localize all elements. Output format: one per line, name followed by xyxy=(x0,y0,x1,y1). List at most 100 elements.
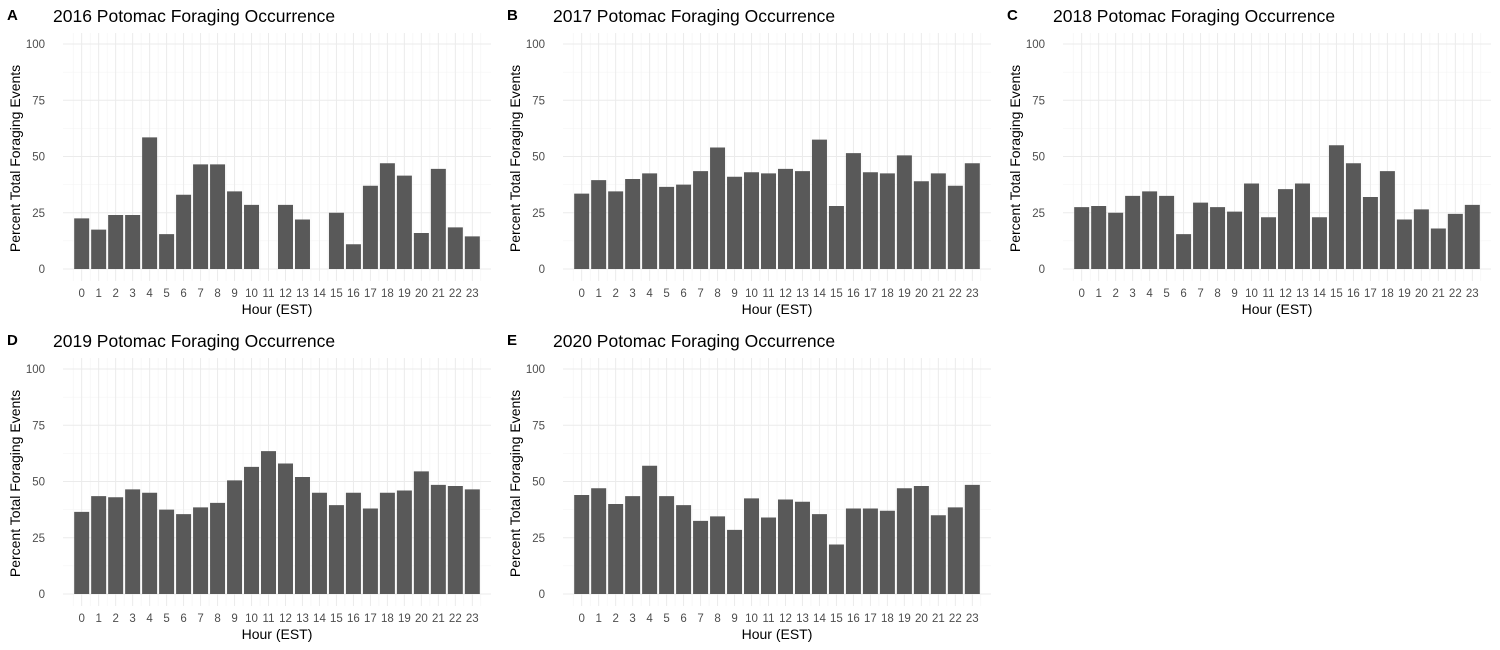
x-tick-label: 15 xyxy=(830,613,843,625)
bar-hour-12 xyxy=(1277,189,1293,269)
y-tick-label: 0 xyxy=(39,589,45,601)
x-tick-label: 11 xyxy=(1263,288,1275,300)
x-tick-label: 14 xyxy=(313,613,326,625)
x-tick-label: 19 xyxy=(398,613,411,625)
x-tick-label: 14 xyxy=(813,288,826,300)
x-tick-label: 13 xyxy=(296,288,309,300)
x-tick-label: 10 xyxy=(245,288,258,300)
panel-letter: D xyxy=(7,332,18,349)
bar-hour-5 xyxy=(659,186,675,269)
bar-hour-13 xyxy=(794,501,810,594)
y-tick-label: 25 xyxy=(32,208,45,220)
bar-hour-15 xyxy=(1328,145,1344,269)
x-tick-label: 7 xyxy=(697,288,703,300)
bar-hour-6 xyxy=(676,184,692,269)
bar-hour-22 xyxy=(447,486,463,594)
x-tick-label: 6 xyxy=(680,288,686,300)
x-axis-label: Hour (EST) xyxy=(742,301,813,317)
panel-title: 2016 Potomac Foraging Occurrence xyxy=(53,6,335,26)
x-tick-label: 23 xyxy=(1466,288,1479,300)
bar-hour-16 xyxy=(345,492,361,594)
y-tick-label: 50 xyxy=(532,477,545,489)
x-tick-label: 11 xyxy=(263,288,275,300)
x-tick-label: 5 xyxy=(163,613,169,625)
x-tick-label: 23 xyxy=(966,288,979,300)
x-tick-label: 5 xyxy=(1163,288,1169,300)
panel-title: 2019 Potomac Foraging Occurrence xyxy=(53,331,335,351)
bar-hour-10 xyxy=(744,172,760,269)
bar-hour-23 xyxy=(464,489,480,594)
panel-title: 2018 Potomac Foraging Occurrence xyxy=(1053,6,1335,26)
x-tick-label: 12 xyxy=(779,613,792,625)
bar-hour-12 xyxy=(277,204,293,269)
bar-hour-21 xyxy=(930,173,946,269)
x-tick-label: 21 xyxy=(932,288,945,300)
bar-hour-15 xyxy=(828,544,844,594)
y-tick-label: 75 xyxy=(1032,95,1045,107)
bar-hour-20 xyxy=(913,181,929,269)
panel-title: 2020 Potomac Foraging Occurrence xyxy=(553,331,835,351)
bar-hour-16 xyxy=(1345,163,1361,269)
x-tick-label: 21 xyxy=(432,613,445,625)
bar-hour-21 xyxy=(1430,228,1446,269)
panel-letter: B xyxy=(507,7,518,24)
bar-hour-7 xyxy=(193,507,209,594)
x-tick-label: 22 xyxy=(949,288,962,300)
x-tick-label: 0 xyxy=(1078,288,1084,300)
y-axis-label: Percent Total Foraging Events xyxy=(1007,65,1023,252)
x-tick-label: 4 xyxy=(146,288,153,300)
x-tick-label: 1 xyxy=(595,613,601,625)
y-tick-label: 100 xyxy=(26,364,45,376)
x-tick-label: 8 xyxy=(214,613,220,625)
x-tick-label: 21 xyxy=(932,613,945,625)
x-tick-label: 7 xyxy=(197,613,203,625)
bar-hour-16 xyxy=(345,244,361,269)
y-axis-label: Percent Total Foraging Events xyxy=(507,65,523,252)
x-tick-label: 0 xyxy=(578,288,584,300)
bar-hour-11 xyxy=(761,517,777,594)
x-tick-label: 15 xyxy=(330,288,343,300)
x-tick-label: 17 xyxy=(864,288,877,300)
bar-hour-18 xyxy=(879,173,895,269)
bar-hour-2 xyxy=(608,191,624,269)
bar-hour-22 xyxy=(947,185,963,269)
x-tick-label: 10 xyxy=(745,613,758,625)
bar-hour-8 xyxy=(1210,207,1226,269)
bar-hour-15 xyxy=(328,505,344,594)
x-tick-label: 19 xyxy=(898,613,911,625)
bar-hour-0 xyxy=(74,511,90,594)
x-tick-label: 16 xyxy=(347,288,360,300)
x-tick-label: 23 xyxy=(966,613,979,625)
bar-hour-18 xyxy=(1379,171,1395,269)
x-tick-label: 12 xyxy=(1279,288,1292,300)
x-tick-label: 17 xyxy=(864,613,877,625)
bar-hour-13 xyxy=(294,219,310,269)
bar-hour-17 xyxy=(362,508,378,594)
y-tick-label: 75 xyxy=(32,95,45,107)
x-tick-label: 15 xyxy=(1330,288,1343,300)
bar-hour-14 xyxy=(811,139,827,269)
bar-hour-1 xyxy=(591,180,607,269)
x-tick-label: 15 xyxy=(330,613,343,625)
y-tick-label: 50 xyxy=(1032,152,1045,164)
x-tick-label: 20 xyxy=(915,288,928,300)
bar-hour-23 xyxy=(464,236,480,269)
x-tick-label: 22 xyxy=(449,613,462,625)
x-tick-label: 16 xyxy=(347,613,360,625)
y-tick-label: 0 xyxy=(39,264,45,276)
y-tick-label: 75 xyxy=(532,95,545,107)
bar-hour-18 xyxy=(879,510,895,594)
x-tick-label: 22 xyxy=(449,288,462,300)
x-tick-label: 14 xyxy=(313,288,326,300)
x-tick-label: 21 xyxy=(1432,288,1445,300)
bar-hour-9 xyxy=(1227,211,1243,269)
x-tick-label: 18 xyxy=(381,288,394,300)
x-tick-label: 19 xyxy=(398,288,411,300)
bar-hour-9 xyxy=(227,480,243,594)
x-tick-label: 21 xyxy=(432,288,445,300)
bar-hour-6 xyxy=(176,194,192,269)
x-tick-label: 15 xyxy=(830,288,843,300)
x-tick-label: 7 xyxy=(697,613,703,625)
bar-hour-22 xyxy=(447,227,463,269)
